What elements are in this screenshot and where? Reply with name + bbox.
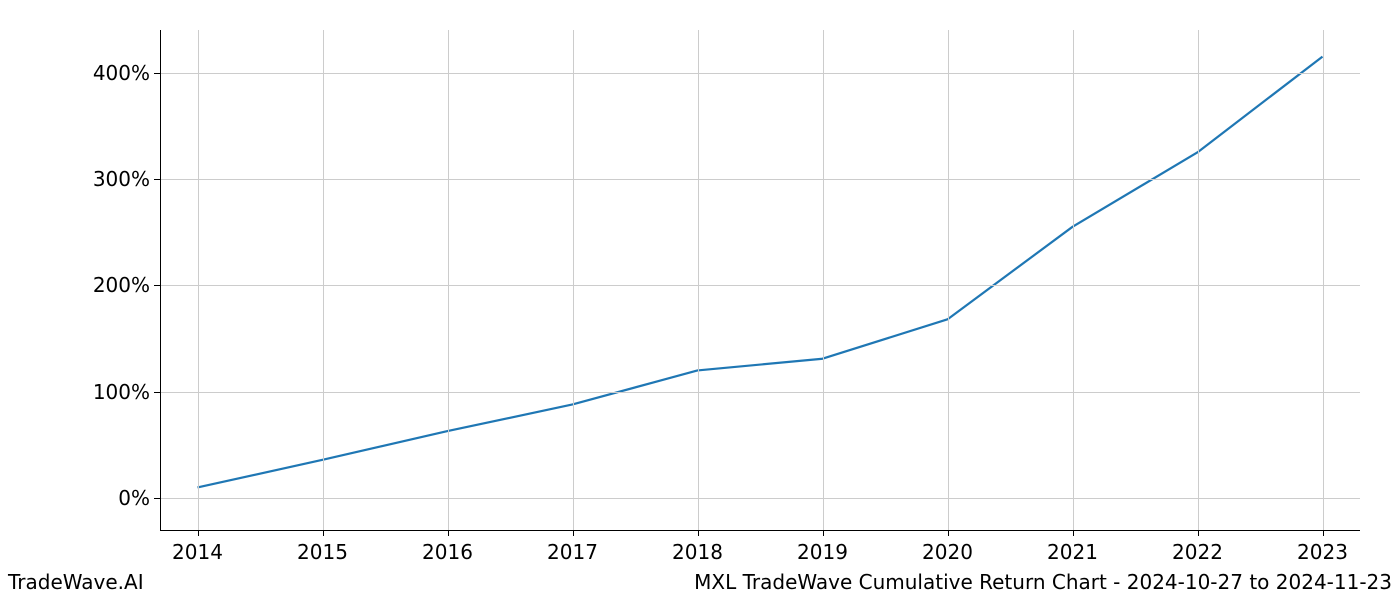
chart-container: 2014 2015 2016 2017 2018 2019 2020 2021 2022 2023… (0, 0, 1400, 600)
grid-line-vertical (448, 30, 449, 530)
axis-spine-left (160, 30, 161, 530)
grid-line-horizontal (160, 498, 1360, 499)
x-tick-label: 2021 (1047, 530, 1098, 564)
axis-spine-bottom (160, 530, 1360, 531)
grid-line-vertical (198, 30, 199, 530)
y-tick-label: 400% (93, 61, 160, 85)
grid-line-vertical (1073, 30, 1074, 530)
grid-line-vertical (823, 30, 824, 530)
grid-line-horizontal (160, 73, 1360, 74)
x-tick-label: 2019 (797, 530, 848, 564)
y-tick-label: 200% (93, 273, 160, 297)
x-tick-label: 2020 (922, 530, 973, 564)
y-tick-label: 100% (93, 380, 160, 404)
x-tick-label: 2022 (1172, 530, 1223, 564)
x-tick-label: 2014 (172, 530, 223, 564)
grid-line-vertical (573, 30, 574, 530)
grid-line-vertical (698, 30, 699, 530)
grid-line-horizontal (160, 392, 1360, 393)
grid-line-vertical (323, 30, 324, 530)
x-tick-label: 2016 (422, 530, 473, 564)
grid-line-vertical (1198, 30, 1199, 530)
grid-line-vertical (1323, 30, 1324, 530)
plot-area: 2014201520162017201820192020202120222023… (160, 30, 1360, 530)
footer-right-caption: MXL TradeWave Cumulative Return Chart - … (694, 570, 1392, 594)
x-tick-label: 2017 (547, 530, 598, 564)
grid-line-vertical (948, 30, 949, 530)
grid-line-horizontal (160, 285, 1360, 286)
footer-left-brand: TradeWave.AI (8, 570, 144, 594)
grid-line-horizontal (160, 179, 1360, 180)
y-tick-label: 0% (118, 486, 160, 510)
cumulative-return-line (198, 57, 1323, 488)
x-tick-label: 2023 (1297, 530, 1348, 564)
y-tick-label: 300% (93, 167, 160, 191)
x-tick-label: 2015 (297, 530, 348, 564)
x-tick-label: 2018 (672, 530, 723, 564)
line-series (160, 30, 1360, 530)
